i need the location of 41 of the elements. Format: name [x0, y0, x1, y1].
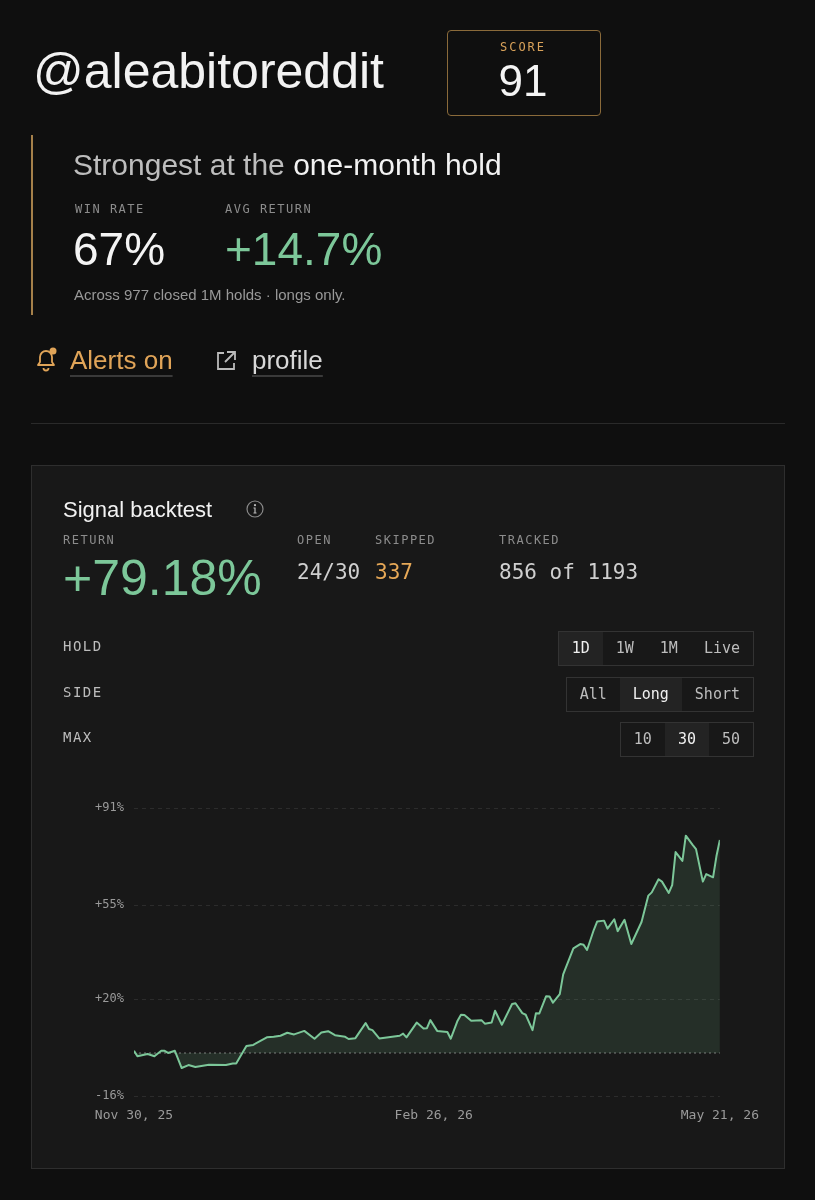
text: SKIPPED [375, 533, 437, 547]
text: All [578, 684, 608, 705]
y-tick-label: +20% [95, 991, 125, 1006]
text: +79.18% [63, 549, 262, 607]
text: Long [619, 678, 682, 711]
text: 856 of 1193 [499, 560, 639, 584]
text: OPEN [297, 533, 332, 547]
text: 50 [720, 729, 741, 750]
text: @aleabitoreddit [33, 42, 384, 100]
text: Across 977 closed 1M holds · longs only. [74, 286, 346, 303]
text: RETURN [63, 533, 116, 547]
text: Strongest at the [73, 148, 285, 181]
text: SCORE [498, 40, 548, 54]
x-tick-label: Feb 26, 26 [394, 1107, 473, 1123]
y-tick-label: -16% [95, 1088, 125, 1103]
text: Short [693, 684, 741, 705]
x-tick-label: Nov 30, 25 [94, 1107, 174, 1123]
text: 10 [632, 729, 653, 750]
y-tick-label: +91% [95, 800, 125, 815]
text: 1D [558, 632, 603, 665]
x-tick-label: May 21, 26 [680, 1107, 760, 1123]
text: 24/30 [297, 560, 361, 584]
text: 1M [658, 638, 679, 659]
y-tick-label: +55% [95, 897, 125, 912]
text: 337 [375, 560, 413, 584]
chart-title: Signal backtest [63, 497, 213, 523]
text: HOLD [63, 638, 103, 654]
text: SIDE [63, 684, 103, 700]
text: 30 [664, 723, 709, 756]
text: Alerts on [70, 345, 173, 376]
text: +14.7% [225, 222, 383, 276]
text: MAX [63, 729, 93, 745]
text: WIN RATE [75, 202, 145, 216]
text: 67% [73, 222, 166, 276]
text: TRACKED [499, 533, 561, 547]
text: Live [702, 638, 741, 659]
text: 91 [497, 56, 549, 106]
text: AVG RETURN [225, 202, 313, 216]
text: 1W [614, 638, 635, 659]
text: profile [252, 345, 323, 376]
text: one-month hold [293, 148, 502, 181]
